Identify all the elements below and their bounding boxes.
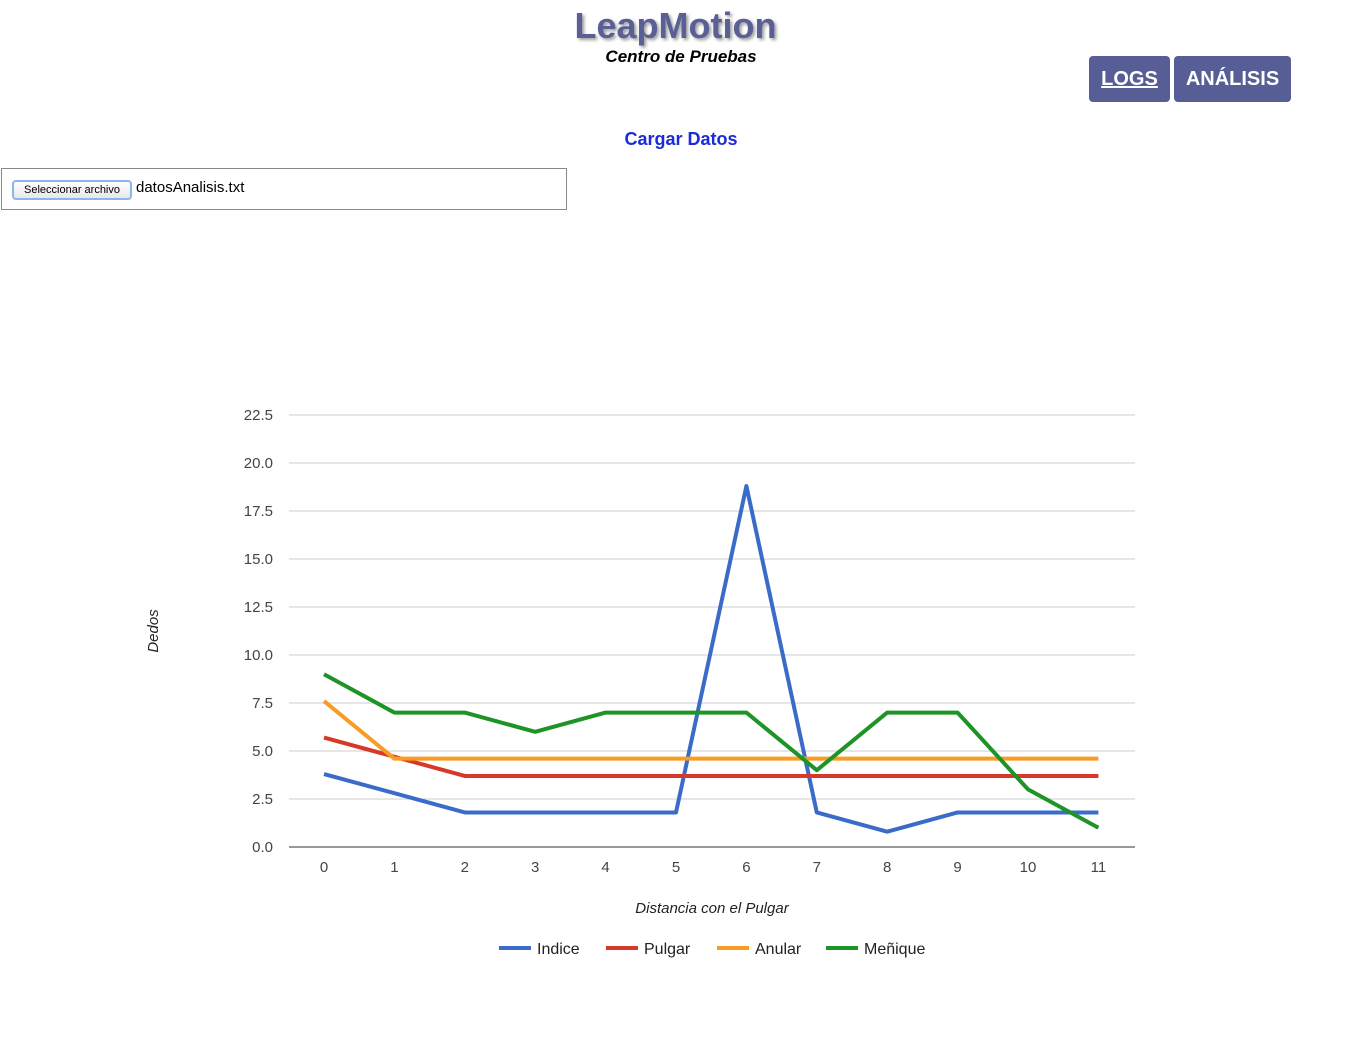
app-subtitle: Centro de Pruebas (605, 47, 757, 66)
chart-grid (289, 414, 1135, 848)
x-tick-label: 6 (742, 859, 750, 876)
y-axis-ticks: 0.0 2.5 5.0 7.5 10.0 12.5 15.0 17.5 20.0 22.5 (244, 407, 273, 856)
y-tick-label: 15.0 (244, 551, 273, 568)
y-tick-label: 10.0 (244, 647, 273, 664)
legend-label: Pulgar (644, 941, 691, 958)
x-tick-label: 8 (883, 859, 891, 876)
x-tick-label: 7 (813, 859, 821, 876)
x-tick-label: 11 (1091, 859, 1107, 876)
y-tick-label: 17.5 (244, 503, 273, 520)
x-tick-label: 4 (601, 859, 609, 876)
section-title: Cargar Datos (624, 129, 738, 149)
series-line-indice (323, 484, 1099, 834)
y-tick-label: 0.0 (252, 839, 273, 856)
selected-file-name: datosAnalisis.txt (136, 179, 245, 196)
chart-legend: Indice Pulgar Anular Meñique (499, 941, 925, 958)
x-tick-label: 0 (320, 859, 328, 876)
x-tick-label: 3 (531, 859, 539, 876)
logs-button[interactable]: LOGS (1089, 56, 1170, 102)
x-tick-label: 2 (461, 859, 469, 876)
x-axis-label: Distancia con el Pulgar (635, 900, 789, 917)
app-title: LeapMotion (574, 5, 777, 46)
y-tick-label: 22.5 (244, 407, 273, 424)
analisis-button[interactable]: ANÁLISIS (1174, 56, 1291, 102)
y-axis-label: Dedos (145, 609, 162, 653)
file-input[interactable]: Seleccionar archivo datosAnalisis.txt (1, 168, 567, 210)
y-tick-label: 20.0 (244, 455, 273, 472)
series-line-anular (322, 699, 1099, 761)
x-tick-label: 1 (390, 859, 398, 876)
legend-label: Anular (755, 941, 802, 958)
x-tick-label: 9 (953, 859, 961, 876)
choose-file-button[interactable]: Seleccionar archivo (12, 180, 132, 200)
chart-series (322, 484, 1100, 834)
y-tick-label: 5.0 (252, 743, 273, 760)
series-line-meñique (323, 672, 1100, 830)
y-tick-label: 7.5 (252, 695, 273, 712)
y-tick-label: 2.5 (252, 791, 273, 808)
x-axis-ticks: 0 1 2 3 4 5 6 7 8 9 10 11 (320, 859, 1106, 876)
x-tick-label: 10 (1020, 859, 1037, 876)
x-tick-label: 5 (672, 859, 680, 876)
series-line-pulgar (323, 735, 1099, 778)
legend-label: Meñique (864, 941, 925, 958)
y-tick-label: 12.5 (244, 599, 273, 616)
legend-label: Indice (537, 941, 580, 958)
